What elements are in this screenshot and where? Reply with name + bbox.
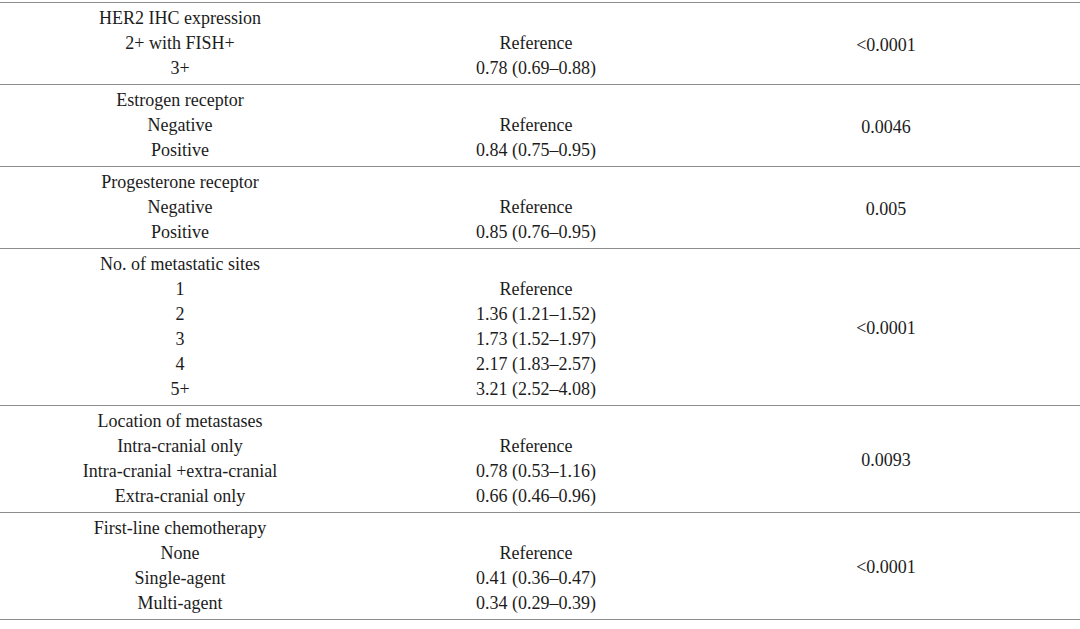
empty-cell [360, 167, 712, 196]
variable-name: Progesterone receptor [0, 167, 360, 196]
category-label: Negative [0, 113, 360, 138]
hr-value: 0.84 (0.75–0.95) [360, 138, 712, 167]
category-label: None [0, 541, 360, 566]
empty-cell [360, 406, 712, 435]
category-label: Multi-agent [0, 591, 360, 620]
category-label: Intra-cranial +extra-cranial [0, 459, 360, 484]
variable-name: Location of metastases [0, 406, 360, 435]
category-label: 4 [0, 352, 360, 377]
p-value: <0.0001 [712, 513, 1080, 620]
section-header-row: Estrogen receptor0.0046 [0, 85, 1080, 114]
paper-page: HER2 IHC expression<0.00012+ with FISH+R… [0, 0, 1080, 620]
hr-value: 1.73 (1.52–1.97) [360, 327, 712, 352]
category-label: 2 [0, 302, 360, 327]
variable-name: HER2 IHC expression [0, 3, 360, 32]
hr-value: 0.78 (0.53–1.16) [360, 459, 712, 484]
empty-cell [360, 85, 712, 114]
hr-value: Reference [360, 31, 712, 56]
variable-name: First-line chemotherapy [0, 513, 360, 542]
empty-cell [360, 513, 712, 542]
category-label: Positive [0, 220, 360, 249]
category-label: 3+ [0, 56, 360, 85]
p-value: 0.0046 [712, 85, 1080, 167]
section-header-row: Location of metastases0.0093 [0, 406, 1080, 435]
hr-value: 0.66 (0.46–0.96) [360, 484, 712, 513]
section-header-row: No. of metastatic sites<0.0001 [0, 249, 1080, 278]
table-section: HER2 IHC expression<0.00012+ with FISH+R… [0, 3, 1080, 85]
empty-cell [360, 3, 712, 32]
table-section: Location of metastases0.0093Intra-crania… [0, 406, 1080, 513]
hr-value: 0.41 (0.36–0.47) [360, 566, 712, 591]
p-value: <0.0001 [712, 249, 1080, 406]
variable-name: No. of metastatic sites [0, 249, 360, 278]
table-section: First-line chemotherapy<0.0001NoneRefere… [0, 513, 1080, 620]
section-header-row: First-line chemotherapy<0.0001 [0, 513, 1080, 542]
hr-value: 0.85 (0.76–0.95) [360, 220, 712, 249]
category-label: Extra-cranial only [0, 484, 360, 513]
hr-value: 1.36 (1.21–1.52) [360, 302, 712, 327]
hazard-ratio-table: HER2 IHC expression<0.00012+ with FISH+R… [0, 2, 1080, 620]
empty-cell [360, 249, 712, 278]
category-label: 5+ [0, 377, 360, 406]
category-label: 1 [0, 277, 360, 302]
section-header-row: Progesterone receptor0.005 [0, 167, 1080, 196]
hr-value: Reference [360, 195, 712, 220]
hr-value: 2.17 (1.83–2.57) [360, 352, 712, 377]
p-value: 0.005 [712, 167, 1080, 249]
category-label: Intra-cranial only [0, 434, 360, 459]
variable-name: Estrogen receptor [0, 85, 360, 114]
table-section: Estrogen receptor0.0046NegativeReference… [0, 85, 1080, 167]
category-label: Single-agent [0, 566, 360, 591]
hr-value: Reference [360, 434, 712, 459]
p-value: 0.0093 [712, 406, 1080, 513]
hr-value: Reference [360, 541, 712, 566]
hr-value: Reference [360, 277, 712, 302]
table-section: No. of metastatic sites<0.00011Reference… [0, 249, 1080, 406]
p-value: <0.0001 [712, 3, 1080, 85]
category-label: 3 [0, 327, 360, 352]
hr-value: 0.34 (0.29–0.39) [360, 591, 712, 620]
hr-value: 3.21 (2.52–4.08) [360, 377, 712, 406]
table-section: Progesterone receptor0.005NegativeRefere… [0, 167, 1080, 249]
hr-value: Reference [360, 113, 712, 138]
category-label: Positive [0, 138, 360, 167]
category-label: 2+ with FISH+ [0, 31, 360, 56]
hr-value: 0.78 (0.69–0.88) [360, 56, 712, 85]
category-label: Negative [0, 195, 360, 220]
section-header-row: HER2 IHC expression<0.0001 [0, 3, 1080, 32]
